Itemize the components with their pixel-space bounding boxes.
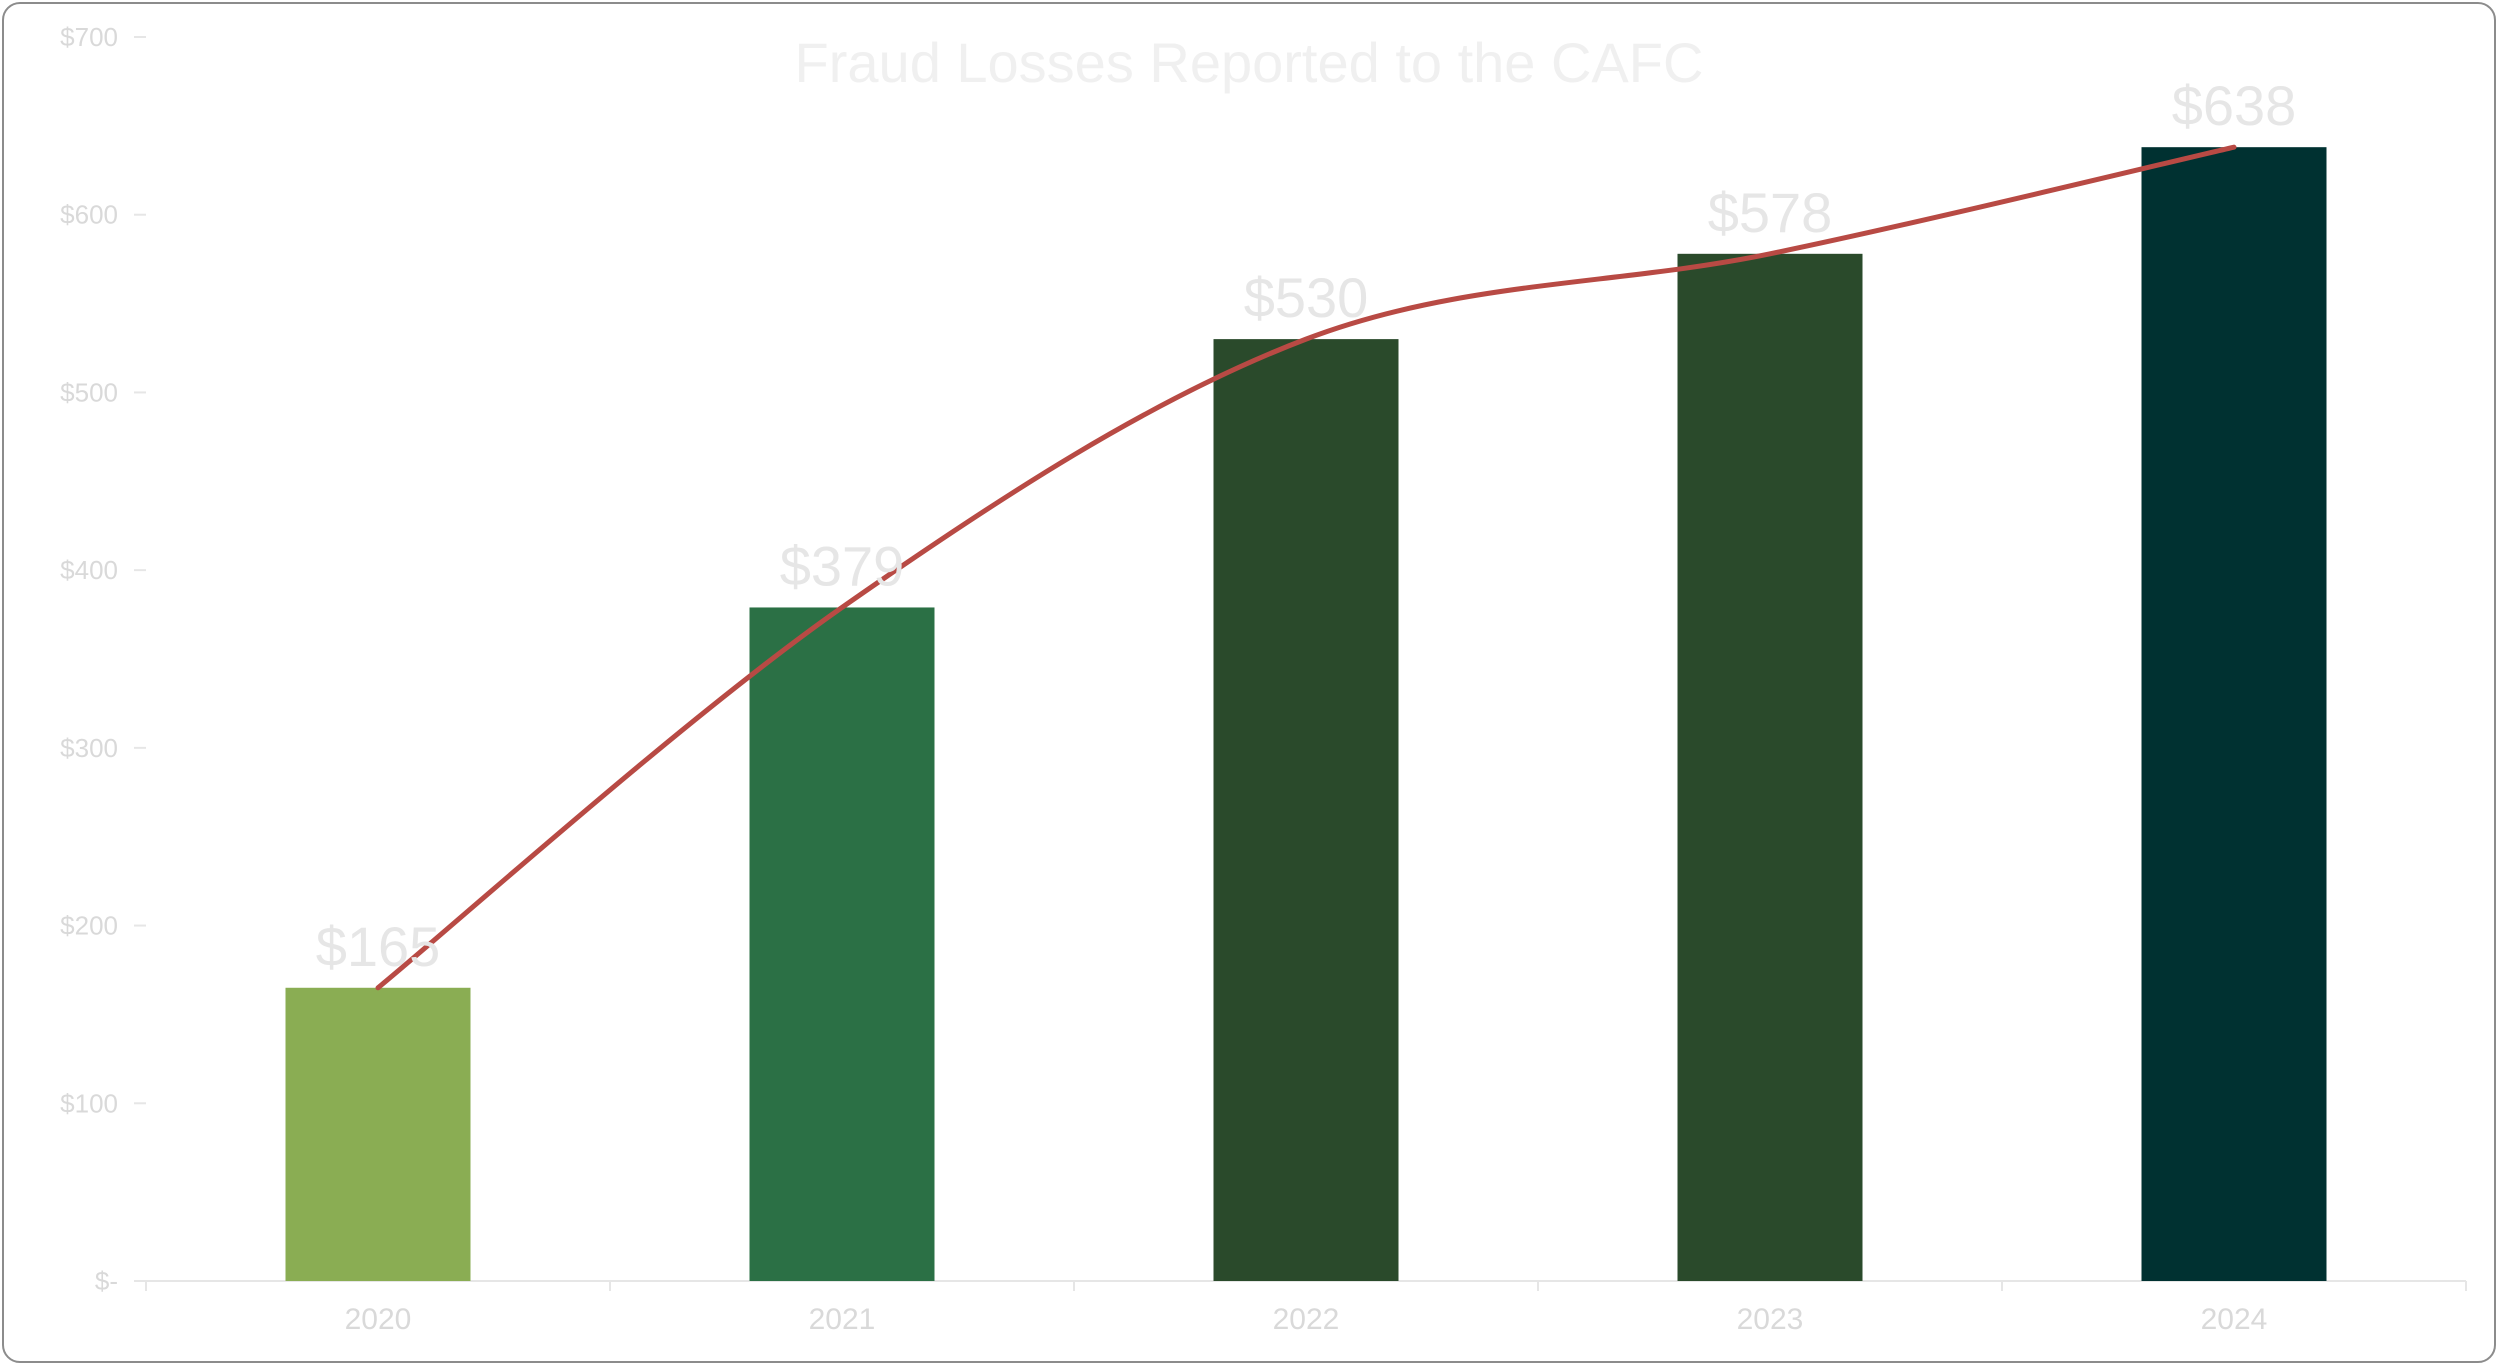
- y-tick-label: $600: [60, 200, 118, 230]
- data-label-2022: $530: [1244, 266, 1369, 329]
- bar-2022: [1213, 339, 1399, 1282]
- y-tick-label: $100: [60, 1088, 118, 1118]
- trend-line-layer: [375, 144, 2237, 991]
- y-tick-label: $700: [60, 22, 118, 52]
- y-tick-label: $400: [60, 555, 118, 585]
- bars: [285, 147, 2327, 1282]
- data-label-2023: $578: [1708, 181, 1833, 244]
- bar-2023: [1677, 253, 1863, 1282]
- y-tick-label: $-: [95, 1266, 118, 1296]
- bar-2020: [285, 987, 471, 1281]
- data-label-2021: $379: [780, 534, 905, 597]
- y-tick-label: $300: [60, 733, 118, 763]
- chart-svg: Fraud Losses Reported to the CAFC $- $100…: [60, 22, 2467, 1336]
- axes: $- $100 $200 $300 $400 $500 $600 $700 2020 2021 20…: [60, 22, 2467, 1336]
- x-tick-label: 2021: [809, 1303, 876, 1336]
- data-label-2024: $638: [2172, 74, 2297, 137]
- x-tick-label: 2022: [1273, 1303, 1340, 1336]
- data-label-2020: $165: [316, 915, 441, 978]
- x-tick-label: 2023: [1737, 1303, 1804, 1336]
- bar-2024: [2141, 147, 2327, 1281]
- y-tick-label: $200: [60, 911, 118, 941]
- chart-title: Fraud Losses Reported to the CAFC: [795, 31, 1704, 94]
- data-labels: $165 $379 $530 $578 $638: [316, 74, 2297, 978]
- y-tick-label: $500: [60, 377, 118, 407]
- trend-line: [375, 144, 2237, 991]
- bar-2021: [749, 607, 935, 1281]
- x-tick-label: 2020: [345, 1303, 412, 1336]
- x-tick-label: 2024: [2201, 1303, 2268, 1336]
